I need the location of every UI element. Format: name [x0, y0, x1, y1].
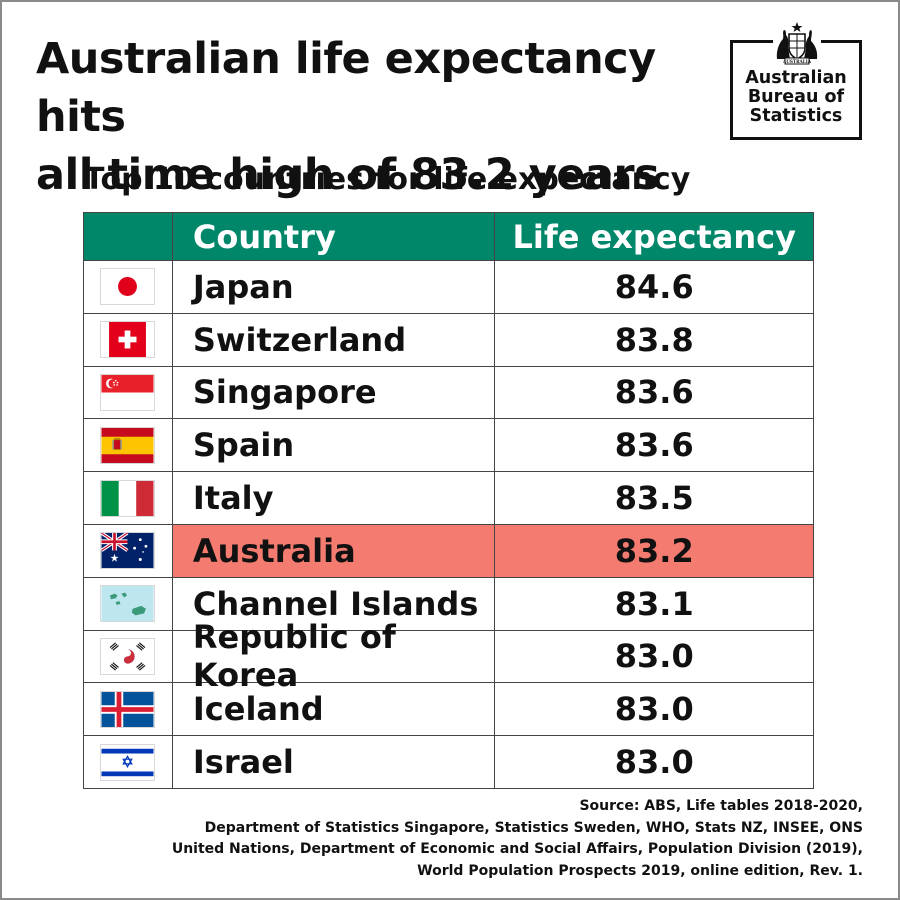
life-expectancy-cell: 83.0	[495, 736, 814, 788]
spain-flag-icon	[100, 426, 156, 464]
life-expectancy-cell: 83.6	[495, 366, 814, 419]
flag-cell	[84, 524, 173, 577]
table-header-row: Country Life expectancy	[84, 213, 814, 261]
table-row: Switzerland 83.8	[84, 313, 814, 367]
life-expectancy-cell: 83.1	[495, 577, 814, 630]
country-cell: Japan	[173, 261, 496, 313]
abs-logo: AUSTRALIA Australian Bureau of Statistic…	[730, 21, 862, 140]
logo-line-3: Statistics	[749, 106, 843, 126]
header-life-expectancy: Life expectancy	[495, 213, 814, 260]
title-line-1: Australian life expectancy hits	[36, 34, 656, 142]
japan-flag-icon	[100, 268, 156, 306]
page-title: Australian life expectancy hits all time…	[36, 30, 736, 204]
table-row: Republic of Korea 83.0	[84, 618, 814, 694]
israel-flag-icon	[100, 743, 156, 781]
country-cell: Australia	[172, 524, 496, 577]
life-expectancy-cell: 83.5	[495, 472, 814, 524]
flag-cell	[84, 577, 173, 630]
italy-flag-icon	[100, 479, 156, 517]
source-line-2: Department of Statistics Singapore, Stat…	[204, 819, 863, 836]
table-row: Japan 84.6	[84, 261, 814, 314]
life-expectancy-cell: 83.6	[495, 419, 814, 472]
flag-cell	[84, 419, 173, 472]
country-cell: Iceland	[173, 683, 496, 736]
table-row: Italy 83.5	[84, 472, 814, 525]
table-row: Singapore 83.6	[84, 366, 814, 420]
life-expectancy-cell: 83.0	[495, 683, 814, 736]
life-expectancy-cell: 83.2	[495, 524, 814, 577]
header-flag-cell	[84, 213, 173, 260]
flag-cell	[84, 683, 173, 736]
country-cell: Spain	[173, 419, 496, 472]
flag-cell	[84, 630, 173, 683]
crest-band-text: AUSTRALIA	[782, 59, 812, 64]
flag-cell	[84, 366, 173, 419]
life-expectancy-table: Country Life expectancy Japan 84.6 Switzer…	[83, 212, 814, 789]
iceland-flag-icon	[100, 690, 156, 728]
header-country: Country	[173, 213, 496, 260]
flag-cell	[84, 472, 173, 524]
table-row: Australia 83.2	[84, 524, 814, 578]
source-note: Source: ABS, Life tables 2018-2020, Depa…	[172, 796, 863, 882]
life-expectancy-cell: 83.0	[495, 630, 814, 683]
table-row: Iceland 83.0	[84, 683, 814, 737]
title-line-2: all time high of 83.2 years	[36, 150, 660, 200]
abs-logo-text: Australian Bureau of Statistics	[733, 69, 859, 126]
source-line-3: United Nations, Department of Economic a…	[171, 841, 863, 857]
table-title: Top 10 countries for life expectancy	[84, 162, 691, 197]
korea-flag-icon	[100, 637, 156, 675]
source-line-4: World Population Prospects 2019, online …	[417, 862, 863, 879]
australia-flag-icon	[100, 532, 156, 570]
flag-cell	[84, 261, 173, 313]
country-cell: Italy	[173, 472, 496, 524]
channel-islands-map-icon	[100, 585, 156, 623]
table-row: Israel 83.0	[84, 736, 814, 789]
table-body: Japan 84.6 Switzerland 83.8 Singapore 83.6 Spa…	[84, 261, 814, 789]
life-expectancy-cell: 83.8	[495, 313, 814, 366]
table-row: Channel Islands 83.1	[84, 577, 814, 631]
coat-of-arms-icon: AUSTRALIA	[773, 21, 821, 65]
logo-line-2: Bureau of	[747, 87, 845, 107]
country-cell: Republic of Korea	[173, 618, 496, 694]
flag-cell	[84, 736, 173, 788]
source-line-1: Source: ABS, Life tables 2018-2020,	[579, 798, 863, 814]
country-cell: Israel	[173, 736, 496, 788]
table-row: Spain 83.6	[84, 419, 814, 473]
country-cell: Channel Islands	[173, 577, 496, 630]
switzerland-flag-icon	[100, 321, 156, 359]
flag-cell	[84, 313, 173, 366]
life-expectancy-cell: 84.6	[495, 261, 814, 313]
country-cell: Singapore	[173, 366, 496, 419]
singapore-flag-icon	[100, 373, 156, 411]
country-cell: Switzerland	[173, 313, 496, 366]
logo-line-1: Australian	[745, 68, 847, 88]
